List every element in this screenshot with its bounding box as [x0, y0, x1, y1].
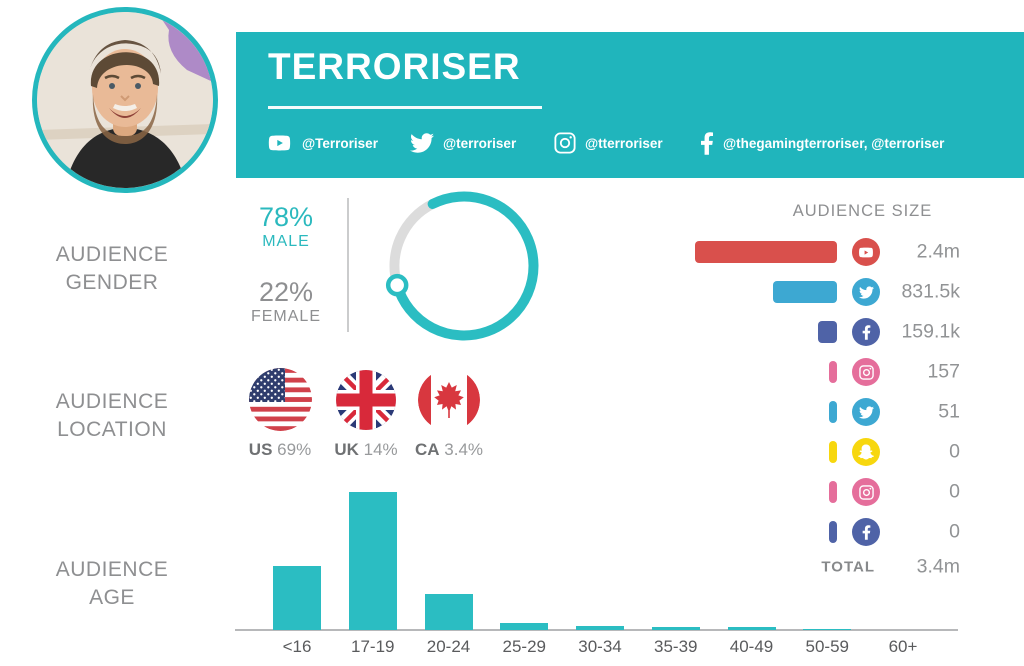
age-tick-label: 60+: [888, 637, 918, 656]
audience-size-list: TOTAL 3.4m 2.4m 831.5k 159.1k 157 51 0 0 0: [660, 238, 960, 588]
total-value: 3.4m: [916, 555, 960, 578]
instagram-follower-count: 157: [927, 360, 960, 383]
age-tick-label: 20-24: [426, 637, 471, 656]
social-handle: @tterroriser: [585, 135, 663, 151]
snapchat-size-bar: [829, 441, 837, 463]
age-bar-40-49: [727, 627, 776, 630]
gender-donut-male-arc: [392, 191, 539, 341]
age-bar-17-19: [348, 492, 397, 630]
female-percentage: 22%: [258, 277, 314, 307]
facebook-size-bar: [818, 321, 837, 343]
twitter-follower-count: 831.5k: [901, 280, 960, 303]
size-row-twitter: 831.5k: [660, 278, 960, 306]
social-handle: @terroriser: [443, 135, 517, 151]
twitter-size-bar: [773, 281, 837, 303]
profile-photo: [32, 7, 218, 193]
ca-flag-icon: [418, 369, 480, 431]
facebook-size-bar: [829, 521, 837, 543]
uk-flag-icon: [336, 370, 396, 430]
total-label: TOTAL: [821, 558, 875, 576]
youtube-icon: [852, 238, 880, 266]
facebook-icon: [852, 518, 880, 546]
ca-share-label: CA 3.4%: [414, 440, 484, 459]
social-youtube: @Terroriser: [266, 131, 378, 155]
size-row-snapchat: 0: [660, 438, 960, 466]
title-underline: [268, 106, 542, 109]
social-twitter: @terroriser: [410, 131, 516, 155]
facebook-follower-count: 159.1k: [901, 320, 960, 343]
age-bar-50-59: [803, 629, 852, 630]
gender-donut-chart: [385, 191, 539, 341]
instagram-size-bar: [829, 481, 837, 503]
twitter-size-bar: [829, 401, 837, 423]
twitter-follower-count: 51: [938, 400, 960, 423]
age-tick-label: 50-59: [805, 637, 849, 656]
age-bar-30-34: [576, 626, 624, 630]
youtube-follower-count: 2.4m: [916, 240, 960, 263]
youtube-icon: [266, 133, 293, 153]
size-row-twitter: 51: [660, 398, 960, 426]
instagram-icon: [852, 478, 880, 506]
section-label-audience-location: AUDIENCE LOCATION: [55, 390, 169, 441]
age-bar-<16: [273, 566, 321, 630]
facebook-follower-count: 0: [949, 520, 960, 543]
us-share-label: US 69%: [248, 440, 312, 459]
size-row-facebook: 159.1k: [660, 318, 960, 346]
twitter-icon: [410, 131, 434, 155]
uk-share-label: UK 14%: [334, 440, 398, 459]
section-label-audience-age: AUDIENCE AGE: [55, 558, 169, 609]
profile-photo-illustration: [37, 12, 213, 188]
instagram-icon: [554, 132, 576, 154]
size-row-instagram: 157: [660, 358, 960, 386]
age-chart-axis: [235, 629, 958, 631]
male-percentage: 78%: [258, 202, 314, 232]
age-tick-label: <16: [282, 637, 312, 656]
age-bar-25-29: [500, 623, 549, 630]
social-handle: @Terroriser: [302, 135, 378, 151]
male-label: MALE: [262, 233, 310, 250]
instagram-size-bar: [829, 361, 837, 383]
page-title: TERRORISER: [268, 46, 521, 87]
audience-size-total-row: TOTAL 3.4m: [660, 553, 960, 581]
twitter-icon: [852, 398, 880, 426]
age-tick-label: 40-49: [729, 637, 774, 656]
age-tick-label: 25-29: [502, 637, 546, 656]
gender-donut-female-arc: [389, 199, 436, 287]
snapchat-icon: [852, 438, 880, 466]
age-bar-20-24: [424, 594, 473, 630]
snapchat-follower-count: 0: [949, 440, 960, 463]
instagram-icon: [852, 358, 880, 386]
size-row-youtube: 2.4m: [660, 238, 960, 266]
vertical-divider: [347, 198, 349, 332]
social-handle: @thegamingterroriser, @terroriser: [723, 135, 945, 151]
twitter-icon: [852, 278, 880, 306]
us-flag-icon: [249, 368, 312, 431]
audience-size-title: AUDIENCE SIZE: [792, 202, 933, 220]
social-instagram: @tterroriser: [554, 131, 663, 155]
age-tick-label: 17-19: [351, 637, 395, 656]
facebook-icon: [852, 318, 880, 346]
instagram-follower-count: 0: [949, 480, 960, 503]
facebook-icon: [700, 131, 714, 155]
social-facebook: @thegamingterroriser, @terroriser: [700, 131, 944, 155]
gender-donut-marker: [385, 273, 409, 297]
age-tick-label: 30-34: [578, 637, 622, 656]
gender-stats: 78% MALE 22% FEMALE: [238, 202, 334, 326]
youtube-size-bar: [695, 241, 837, 263]
size-row-instagram: 0: [660, 478, 960, 506]
header-banner: TERRORISER @Terroriser @terroriser @tter…: [236, 32, 1024, 178]
section-label-audience-gender: AUDIENCE GENDER: [55, 243, 169, 294]
age-bar-35-39: [651, 627, 700, 630]
age-tick-label: 35-39: [654, 637, 698, 656]
size-row-facebook: 0: [660, 518, 960, 546]
female-label: FEMALE: [250, 308, 321, 325]
